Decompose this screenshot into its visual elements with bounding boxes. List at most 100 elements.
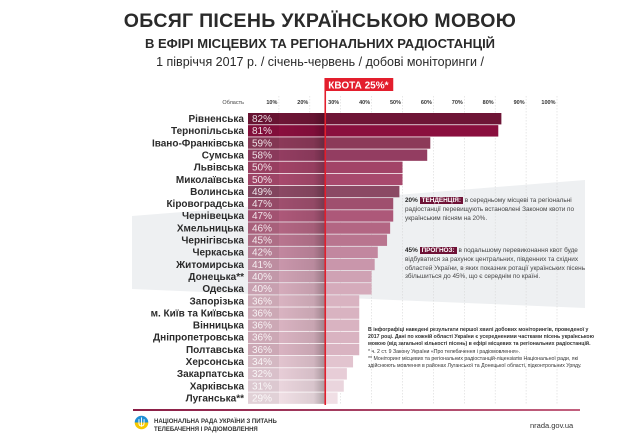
- value-label: 46%: [252, 223, 272, 234]
- region-label: Полтавська: [186, 345, 244, 356]
- footnote-monitoring: ** Моніторинг місцевих та регіональних р…: [368, 355, 582, 370]
- bar-value-cell: [248, 356, 279, 368]
- bar: [248, 113, 502, 125]
- bar-shadow: [279, 270, 326, 283]
- bar-value-cell: [248, 210, 279, 222]
- website-link[interactable]: nrada.gov.ua: [530, 421, 574, 430]
- bar-shadow: [279, 319, 326, 331]
- trend-percent: 20%: [405, 197, 418, 204]
- page-subtitle: В ЕФІРІ МІСЦЕВИХ ТА РЕГІОНАЛЬНИХ РАДІОСТ…: [144, 36, 496, 51]
- region-label: Запорізька: [189, 296, 244, 307]
- region-label: Житомирська: [175, 260, 244, 271]
- region-label: Херсонська: [186, 357, 245, 368]
- region-label: Закарпатська: [177, 369, 245, 380]
- tick-labels: 10% 20% 30% 40% 50% 60% 70% 80% 90% 100%: [266, 100, 555, 106]
- bar-row: Чернівецька 47%: [182, 210, 394, 222]
- region-label: Дніпропетровська: [153, 333, 244, 344]
- bar-row: Полтавська 36%: [186, 343, 360, 356]
- bar-row: м. Київ та Київська 36%: [151, 307, 360, 319]
- info-block: В інфографіці наведені результати першої…: [368, 327, 598, 370]
- bar-shadow: [279, 343, 326, 356]
- org-name: НАЦІОНАЛЬНА РАДА УКРАЇНИ З ПИТАНЬ ТЕЛЕБА…: [154, 418, 277, 434]
- region-label: Одеська: [202, 284, 244, 295]
- bar-row: Харківська 31%: [190, 380, 344, 392]
- value-label: 82%: [252, 114, 272, 125]
- tick-label: 50%: [390, 100, 401, 106]
- bar-row: Івано-Франківська 59%: [152, 137, 431, 149]
- value-label: 58%: [252, 150, 272, 161]
- org-name-line2: ТЕЛЕБАЧЕННЯ І РАДІОМОВЛЕННЯ: [154, 427, 258, 433]
- trend-text: в середньому місцеві та регіональні раді…: [405, 197, 575, 222]
- bar-shadow: [279, 283, 326, 295]
- quota-label-box: [325, 78, 394, 91]
- bar-value-cell: [248, 234, 279, 246]
- bar-value-cell: [248, 307, 279, 319]
- tick-label: 80%: [483, 100, 494, 106]
- tick-label: 30%: [328, 100, 339, 106]
- region-label: Тернопільська: [171, 126, 244, 137]
- tick-label: 100%: [541, 100, 555, 106]
- bar-row: Тернопільська 81%: [171, 125, 499, 137]
- bar-value-cell: [248, 198, 279, 210]
- tick-label: 20%: [297, 100, 308, 106]
- bar-row: Хмельницька 46%: [177, 222, 391, 234]
- region-label: Рівненська: [188, 114, 244, 125]
- bar-value-cell: [248, 149, 279, 161]
- bar-row: Черкаська 42%: [192, 246, 378, 259]
- bar-row: Одеська 40%: [202, 283, 372, 295]
- bar-row: Закарпатська 32%: [177, 368, 347, 380]
- region-label: Донецька**: [188, 272, 244, 283]
- bar-shadow: [279, 368, 326, 380]
- bar-shadow: [279, 149, 326, 161]
- forecast-percent: 45%: [405, 247, 418, 254]
- region-label: Івано-Франківська: [152, 138, 244, 149]
- org-name-line1: НАЦІОНАЛЬНА РАДА УКРАЇНИ З ПИТАНЬ: [154, 419, 277, 425]
- bar-value-cell: [248, 319, 279, 331]
- bar-shadow: [279, 161, 326, 173]
- value-label: 29%: [252, 393, 272, 404]
- bar-value-cell: [248, 380, 279, 392]
- bar-row: Львівська 50%: [194, 161, 403, 174]
- bar-shadow: [279, 331, 326, 344]
- bar-shadow: [279, 356, 326, 368]
- tick-label: 10%: [266, 100, 277, 106]
- value-label: 40%: [252, 284, 272, 295]
- bar-row: Донецька** 40%: [188, 270, 372, 283]
- trend-tag: ТЕНДЕНЦІЯ:: [419, 197, 463, 204]
- region-label: Чернігівська: [181, 236, 244, 247]
- bar-value-cell: [248, 125, 279, 137]
- value-label: 41%: [252, 260, 272, 271]
- trend-note: 20% ТЕНДЕНЦІЯ: в середньому місцеві та р…: [405, 197, 585, 223]
- bar-shadow: [279, 392, 326, 404]
- bar-value-cell: [248, 343, 279, 356]
- bar: [248, 125, 499, 137]
- bar-row: Чернігівська 45%: [181, 234, 388, 247]
- bar-shadow: [279, 380, 326, 392]
- region-label: Харківська: [190, 381, 245, 392]
- footnote-quota: * ч. 2 ст. 9 Закону України «Про телебач…: [368, 348, 521, 355]
- bar-value-cell: [248, 331, 279, 344]
- bar-value-cell: [248, 270, 279, 283]
- bar: [248, 149, 428, 161]
- value-label: 34%: [252, 357, 272, 368]
- bar-shadow: [279, 234, 326, 246]
- bar-row: Рівненська 82%: [188, 113, 502, 125]
- bar-shadow: [279, 258, 326, 271]
- bar-value-cell: [248, 368, 279, 380]
- bar-value-cell: [248, 295, 279, 307]
- bar-shadow: [279, 246, 326, 259]
- value-label: 45%: [252, 236, 272, 247]
- region-label: Кіровоградська: [166, 199, 244, 210]
- bar-row: Луганська** 29%: [186, 392, 338, 404]
- value-label: 36%: [252, 333, 272, 344]
- bar-shadow: [279, 137, 326, 149]
- bar-shadow: [279, 125, 326, 137]
- tick-label: 60%: [421, 100, 432, 106]
- bar-row: Херсонська 34%: [186, 356, 354, 368]
- bar-value-cell: [248, 161, 279, 173]
- value-label: 36%: [252, 296, 272, 307]
- bar-row: Волинська 49%: [190, 185, 400, 198]
- bar-value-cell: [248, 173, 279, 186]
- value-label: 50%: [252, 163, 272, 174]
- value-label: 40%: [252, 272, 272, 283]
